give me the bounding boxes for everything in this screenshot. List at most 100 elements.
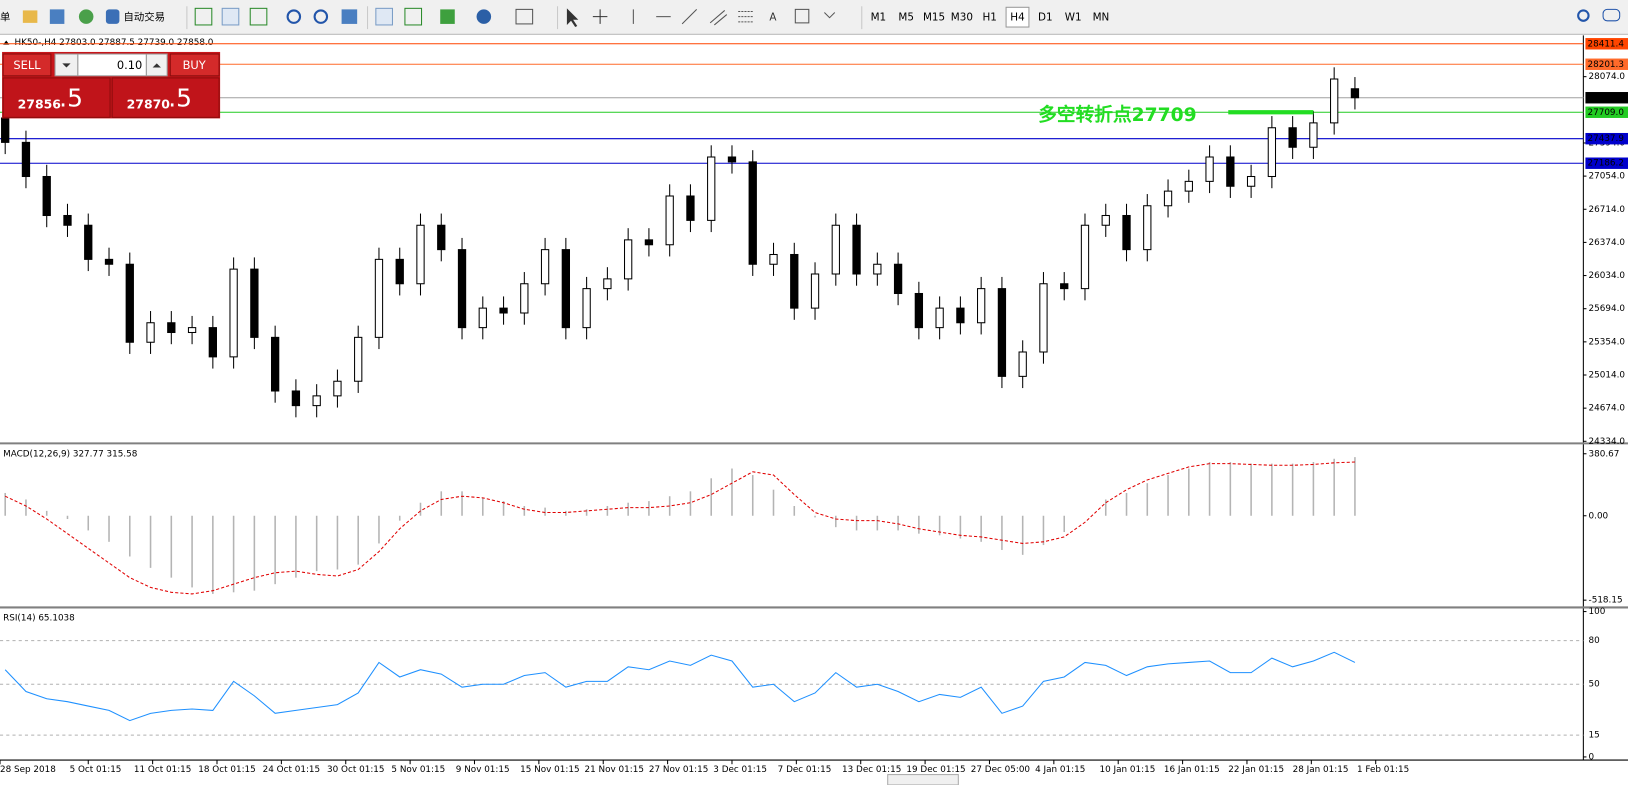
candle-body	[1309, 122, 1318, 148]
label-tool[interactable]	[794, 8, 810, 24]
candle-body	[1246, 175, 1256, 187]
candle-body	[104, 258, 114, 265]
price-label: 27858.0	[1588, 93, 1625, 103]
x-tick-label: 28 Jan 01:15	[1293, 765, 1349, 775]
candle-body	[250, 268, 259, 338]
buy-label[interactable]: BUY	[183, 58, 206, 72]
x-tick-label: 27 Nov 01:15	[649, 765, 708, 775]
y-tick-label: 26714.0	[1589, 205, 1626, 215]
candle-body	[416, 224, 425, 285]
icon[interactable]	[440, 9, 455, 24]
chart-title: MACD(12,26,9) 327.77 315.58	[3, 449, 137, 459]
chart-area	[0, 35, 1628, 785]
timeframe-button[interactable]: D1	[1038, 12, 1053, 24]
timeframe-button[interactable]: H4	[1010, 12, 1025, 24]
crosshair-tool[interactable]	[592, 9, 608, 24]
candle-body	[42, 175, 51, 217]
zoom-in[interactable]	[286, 9, 302, 24]
x-tick-label: 30 Oct 01:15	[327, 765, 384, 775]
icon[interactable]	[341, 9, 358, 24]
timeframe-button[interactable]: MN	[1093, 12, 1110, 24]
candle-body	[707, 156, 716, 221]
timeframe-active	[1005, 6, 1030, 28]
candle-body	[582, 288, 591, 329]
toolbar-item[interactable]: 单	[0, 12, 10, 24]
candle-body	[63, 214, 72, 226]
timeframe-button[interactable]: M5	[898, 12, 914, 24]
icon[interactable]	[78, 9, 94, 24]
timeframe-bar: M1 M5 M15 M30 H1 H4 D1 W1 MN	[871, 6, 1110, 28]
sell-label[interactable]: SELL	[13, 58, 41, 72]
timeframe-button[interactable]: W1	[1065, 12, 1082, 24]
auto-trade-icon[interactable]	[105, 9, 120, 24]
chat[interactable]	[1602, 8, 1621, 22]
chart-tab[interactable]	[887, 774, 959, 785]
price-label: 27437.9	[1588, 134, 1624, 144]
x-tick-label: 28 Sep 2018	[0, 765, 56, 775]
zoom-out[interactable]	[313, 9, 329, 24]
arrows-tool[interactable]	[824, 12, 836, 19]
y-tick-label: 26034.0	[1589, 271, 1626, 281]
icon[interactable]	[404, 7, 423, 26]
candle-body	[1330, 78, 1339, 124]
trendline-tool[interactable]	[681, 9, 698, 25]
x-tick-label: 5 Oct 01:15	[70, 765, 122, 775]
x-tick-label: 1 Feb 01:15	[1357, 765, 1409, 775]
x-tick-label: 24 Oct 01:15	[263, 765, 320, 775]
icon[interactable]	[249, 7, 268, 26]
search[interactable]	[1577, 9, 1590, 22]
timeframe-button[interactable]: H1	[982, 12, 996, 24]
icon[interactable]	[194, 7, 213, 26]
candle-body	[1205, 156, 1214, 182]
channel-tool[interactable]	[709, 10, 728, 26]
candle-body	[914, 292, 924, 329]
candle-body	[1288, 127, 1297, 148]
timeframe-button[interactable]: M15	[923, 12, 945, 24]
text-tool[interactable]: A	[769, 12, 777, 24]
icon[interactable]	[49, 9, 65, 24]
x-tick-label: 11 Oct 01:15	[134, 765, 191, 775]
candle-body	[956, 307, 965, 324]
x-tick-label: 27 Dec 05:00	[971, 765, 1031, 775]
price-label-box	[1585, 58, 1628, 70]
auto-trade-button[interactable]: 自动交易	[124, 11, 166, 24]
candle-body	[769, 253, 778, 265]
timeframe-button[interactable]: M1	[871, 12, 887, 24]
price-label: 28201.3	[1588, 60, 1624, 70]
icon[interactable]	[375, 7, 393, 26]
candle-body	[893, 263, 903, 295]
fibo-tool[interactable]	[738, 10, 753, 23]
candle-body	[333, 380, 342, 397]
icon[interactable]	[22, 10, 38, 23]
x-tick-label: 3 Dec 01:15	[713, 765, 767, 775]
candle-body	[665, 195, 674, 246]
sell-button[interactable]	[2, 53, 52, 77]
candle-body	[748, 161, 757, 265]
sell-price-box[interactable]	[2, 77, 111, 118]
x-tick-label: 5 Nov 01:15	[391, 765, 445, 775]
candle-body	[540, 249, 550, 285]
rsi-line	[4, 651, 1356, 722]
toolbar: 单 自动交易 A M1 M5 M15 M30 H1 H4 D1 W1 MN	[0, 0, 1628, 35]
lot-value[interactable]: 0.10	[117, 58, 142, 72]
buy-button[interactable]	[169, 53, 220, 77]
icon[interactable]	[515, 8, 534, 25]
y-tick-label: 28074.0	[1589, 72, 1626, 82]
candle-body	[977, 288, 986, 324]
candle-body	[603, 278, 612, 290]
buy-price-box[interactable]	[111, 77, 220, 118]
candle-body	[520, 283, 529, 314]
y-tick-label: 15	[1589, 731, 1600, 741]
cursor-tool[interactable]	[566, 8, 579, 28]
icon[interactable]	[476, 9, 492, 24]
x-tick-label: 22 Jan 01:15	[1228, 765, 1284, 775]
price-label-box	[1585, 106, 1628, 118]
candle-body	[790, 253, 799, 309]
candle-body	[1122, 214, 1131, 251]
timeframe-button[interactable]: M30	[951, 12, 973, 24]
y-tick-label: 80	[1589, 636, 1601, 646]
candle-body	[1039, 283, 1048, 353]
candle-body	[21, 141, 31, 178]
buy-price: 27870	[127, 96, 171, 111]
icon[interactable]	[221, 7, 240, 26]
